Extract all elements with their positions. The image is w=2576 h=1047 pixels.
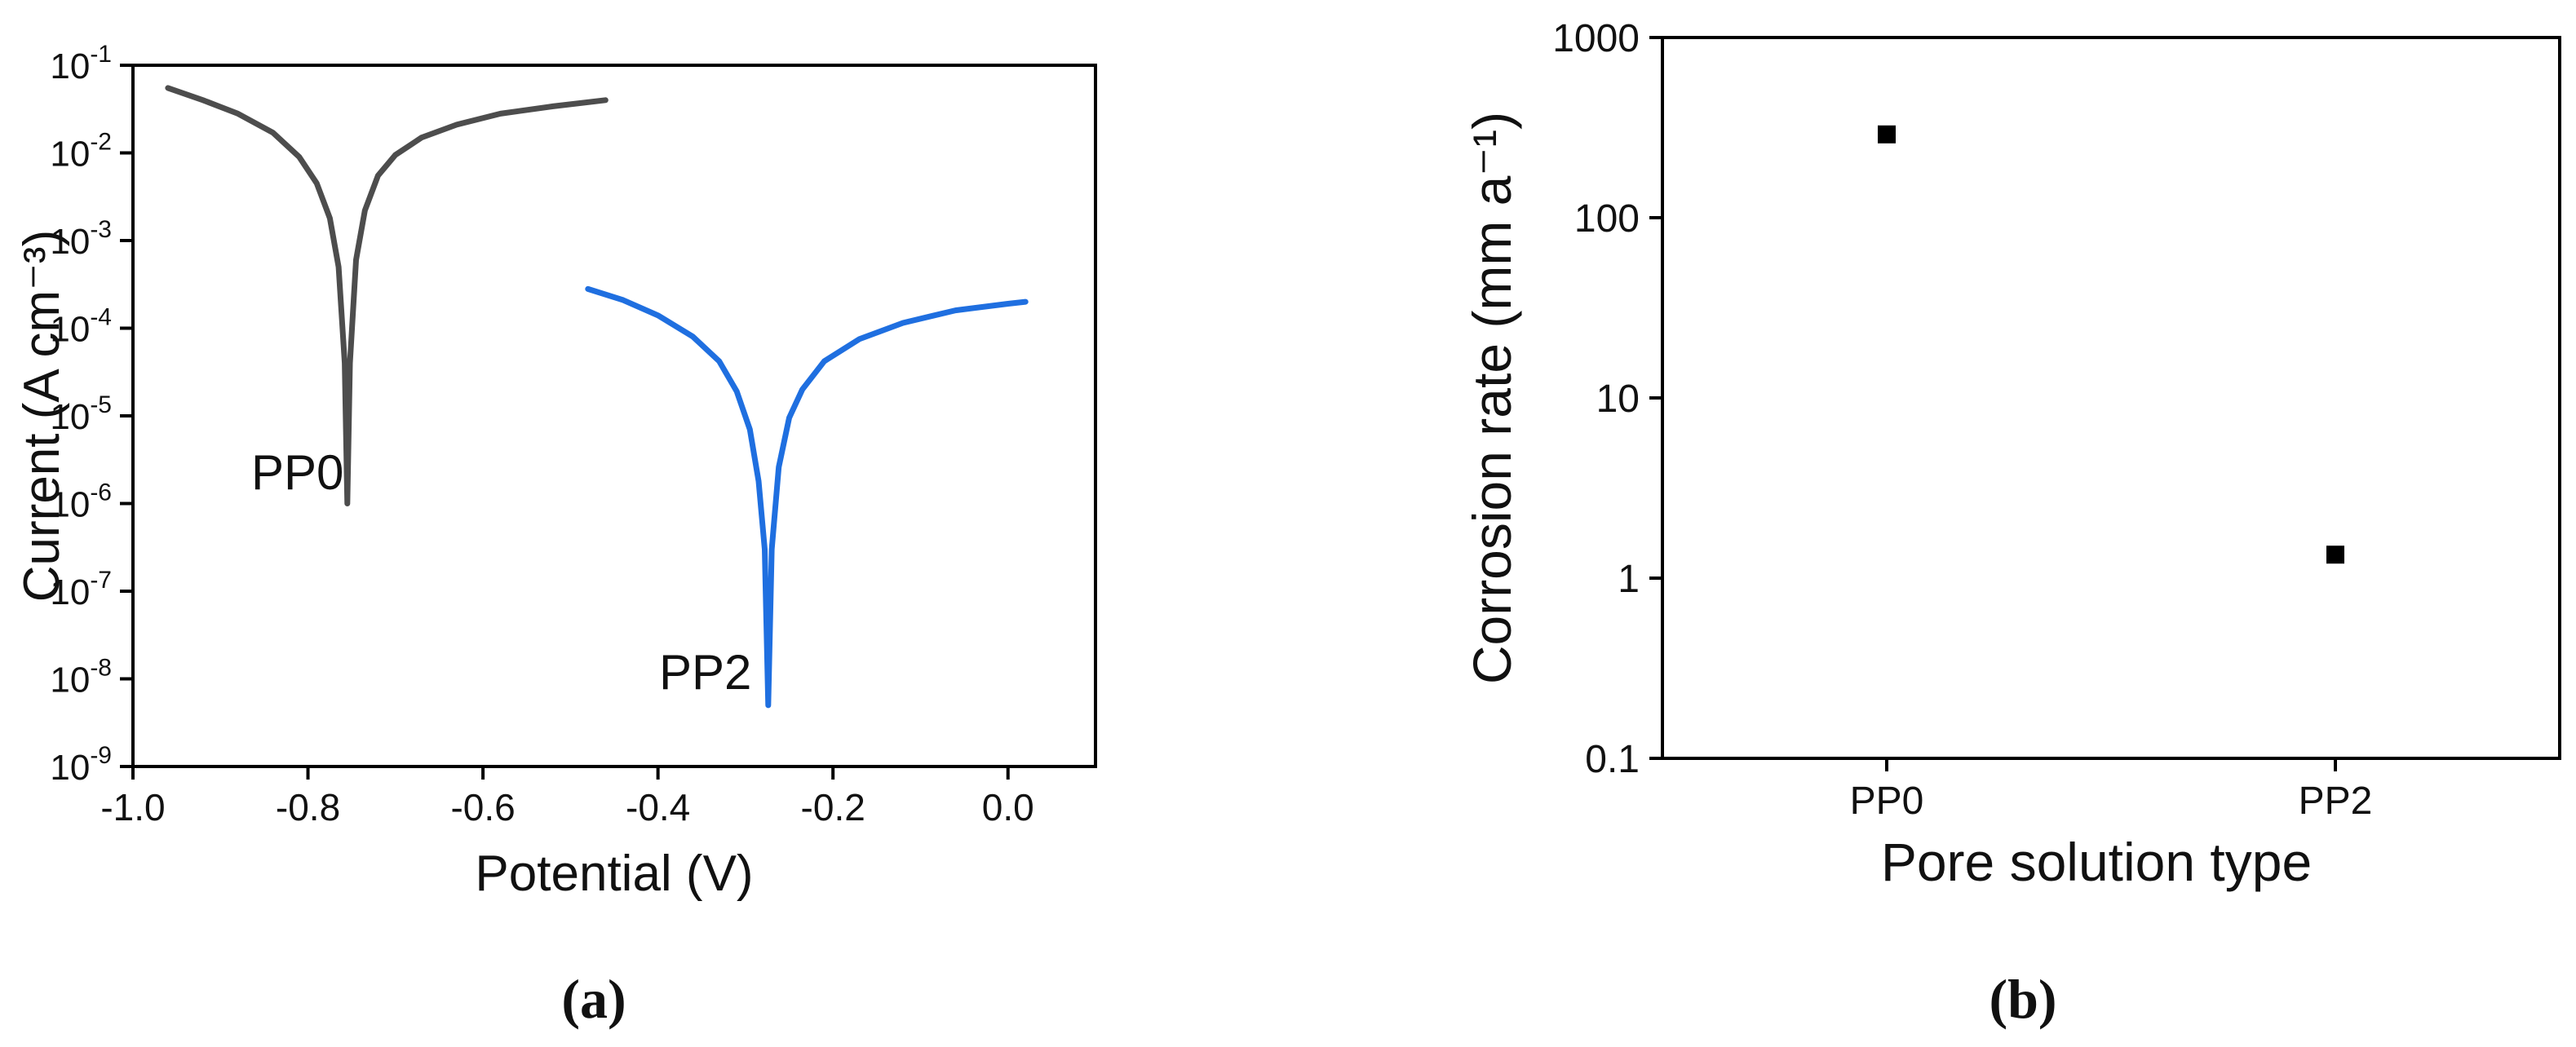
panel-b-points (1878, 125, 2344, 564)
panel-a-x-tick-label: -0.2 (801, 786, 865, 828)
panel-b-y-tick-label: 1 (1618, 558, 1640, 601)
panel-a-x-axis-label: Potential (V) (475, 846, 753, 902)
panel-a-y-tick-label: 10-2 (50, 129, 112, 174)
panel-a-series (165, 85, 1029, 709)
panel-a-polarization-chart: -1.0 -0.8 -0.6 -0.4 -0.2 0.0 10-9 10-8 10-7 10-6… (14, 41, 1097, 1030)
panel-a-y-tick-label: 10-8 (50, 655, 112, 700)
panel-b-label: (b) (1989, 968, 2056, 1030)
panel-a-y-tick-label: 10-5 (50, 391, 112, 437)
panel-b-y-tick-label: 0.1 (1585, 738, 1640, 781)
panel-b-y-axis-label: Corrosion rate (mm a⁻¹) (1462, 112, 1522, 684)
panel-b-y-ticks: 0.1 1 10 100 1000 (1552, 17, 1662, 781)
panel-b-x-axis-label: Pore solution type (1881, 832, 2312, 892)
panel-a-y-tick-label: 10-7 (50, 567, 112, 612)
panel-b-point-pp2 (2326, 546, 2344, 564)
panel-a-plot-frame (131, 64, 1097, 768)
panel-a-label: (a) (561, 968, 626, 1030)
panel-a-x-tick-label: 0.0 (982, 786, 1034, 828)
panel-a-x-tick-label: -0.6 (450, 786, 515, 828)
panel-b-y-tick-label: 1000 (1552, 17, 1640, 60)
panel-a-x-ticks: -1.0 -0.8 -0.6 -0.4 -0.2 0.0 (100, 766, 1034, 828)
panel-a-y-tick-label: 10-1 (50, 41, 112, 86)
panel-a-y-axis-label: Current (A cm⁻³) (14, 230, 70, 602)
panel-a-y-tick-label: 10-6 (50, 479, 112, 525)
panel-b-point-pp0 (1878, 125, 1896, 144)
panel-b-x-tick-label: PP2 (2299, 780, 2373, 823)
panel-a-annotation-pp0: PP0 (251, 445, 343, 500)
panel-b-x-tick-label: PP0 (1850, 780, 1924, 823)
panel-b-plot-frame (1661, 36, 2561, 760)
panel-b-y-tick-label: 10 (1596, 378, 1640, 421)
panel-a-y-tick-label: 10-9 (50, 742, 112, 788)
panel-a-series-line-pp2 (585, 285, 1029, 709)
panel-a-y-ticks: 10-9 10-8 10-7 10-6 10-5 10-4 10-3 10-2 10-1 (50, 41, 133, 788)
panel-a-y-tick-label: 10-3 (50, 216, 112, 262)
panel-a-x-tick-label: -0.8 (276, 786, 340, 828)
panel-a-x-tick-label: -0.4 (626, 786, 690, 828)
panel-a-y-tick-label: 10-4 (50, 304, 112, 350)
panel-b-x-ticks: PP0 PP2 (1850, 758, 2373, 823)
panel-a-annotation-pp2: PP2 (659, 645, 751, 700)
panel-b-y-tick-label: 100 (1574, 197, 1640, 241)
panel-a-series-line-pp0 (165, 85, 609, 506)
panel-a-x-tick-label: -1.0 (100, 786, 165, 828)
